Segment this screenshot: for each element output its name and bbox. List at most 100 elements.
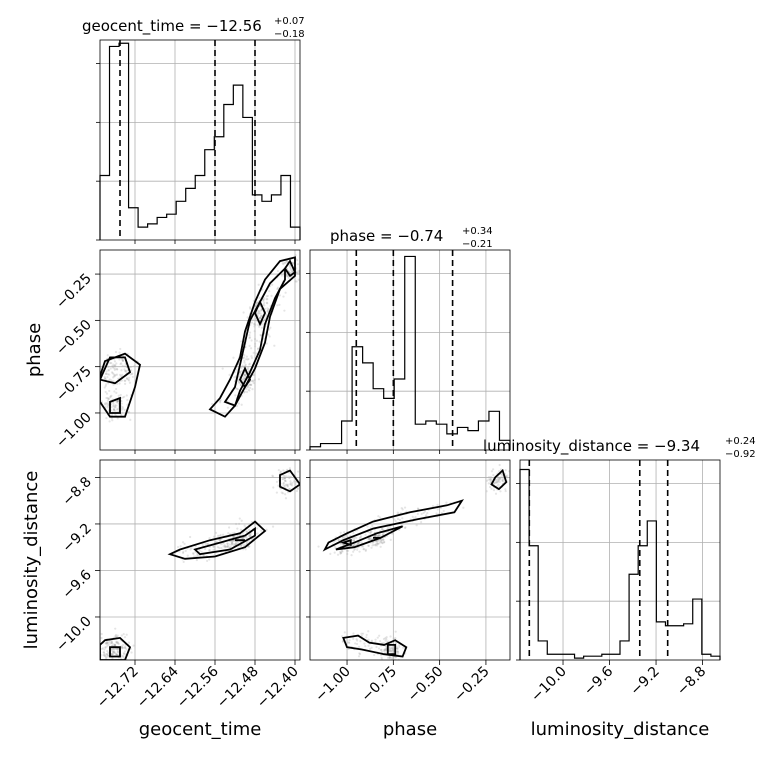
scatter-point <box>384 649 387 652</box>
scatter-point <box>130 651 133 654</box>
scatter-point <box>244 364 247 367</box>
scatter-point <box>110 394 113 397</box>
scatter-point <box>249 307 252 310</box>
scatter-point <box>214 531 218 534</box>
scatter-point <box>346 549 350 552</box>
scatter-point <box>381 528 385 531</box>
scatter-point <box>282 263 285 266</box>
scatter-point <box>378 533 381 536</box>
scatter-point <box>249 347 253 350</box>
scatter-point <box>225 545 229 548</box>
scatter-point <box>107 654 110 657</box>
scatter-point <box>231 535 235 538</box>
scatter-point <box>111 649 114 652</box>
pair-frame <box>99 249 301 451</box>
scatter-point <box>181 541 185 544</box>
contour-level <box>490 468 508 491</box>
scatter-point <box>375 540 378 543</box>
scatter-point <box>258 312 261 315</box>
scatter-point <box>283 479 287 482</box>
contour-level <box>322 499 464 552</box>
scatter-point <box>277 468 280 472</box>
scatter-point <box>378 516 382 519</box>
scatter-point <box>266 294 269 298</box>
scatter-point <box>269 326 272 329</box>
scatter-point <box>219 538 222 541</box>
contour-lines <box>100 256 297 418</box>
scatter-point <box>380 656 383 659</box>
scatter-point <box>122 652 125 655</box>
scatter-point <box>373 535 377 538</box>
scatter-point <box>262 298 265 301</box>
scatter-point <box>356 542 360 546</box>
scatter-point <box>378 542 381 545</box>
scatter-point <box>244 387 248 391</box>
scatter-point <box>102 651 105 654</box>
scatter-point <box>110 640 113 643</box>
scatter-point <box>263 304 266 307</box>
scatter-point <box>339 550 342 553</box>
x-axis-label-phase: phase <box>383 719 437 740</box>
scatter-point <box>258 316 261 320</box>
scatter-point <box>113 408 116 412</box>
y-tick-label-luminosity-distance: −8.8 <box>59 474 94 509</box>
scatter-point <box>361 545 365 548</box>
scatter-point <box>248 383 251 386</box>
scatter-point <box>113 405 117 409</box>
scatter-point <box>212 545 215 548</box>
contour-level <box>283 259 297 278</box>
scatter-point <box>389 648 392 651</box>
scatter-point <box>112 366 115 370</box>
scatter-point <box>343 535 346 539</box>
scatter-point <box>181 551 185 555</box>
scatter-point <box>228 373 231 376</box>
scatter-point <box>286 260 289 263</box>
scatter-point <box>386 656 390 659</box>
scatter-point <box>248 363 251 366</box>
scatter-point <box>244 363 247 366</box>
scatter-point <box>110 406 113 409</box>
scatter-point <box>376 534 379 538</box>
scatter-point <box>342 543 345 546</box>
scatter-point <box>112 650 115 654</box>
scatter-point <box>120 647 124 650</box>
scatter-point <box>100 647 103 651</box>
scatter-point <box>105 396 108 400</box>
scatter-point <box>124 370 127 373</box>
scatter-point <box>379 540 382 544</box>
scatter-point <box>489 478 492 481</box>
scatter-point <box>230 541 234 545</box>
scatter-point <box>291 270 294 273</box>
scatter-point <box>380 658 383 660</box>
scatter-point <box>371 541 374 544</box>
scatter-point <box>239 383 243 386</box>
scatter-point <box>397 651 400 654</box>
scatter-point <box>240 366 243 370</box>
scatter-point <box>238 373 242 376</box>
scatter-point <box>497 480 500 484</box>
scatter-point <box>236 527 239 530</box>
scatter-point <box>106 396 109 400</box>
scatter-point <box>357 655 361 658</box>
scatter-point <box>251 388 254 391</box>
scatter-point <box>282 478 285 481</box>
scatter-point <box>239 544 243 547</box>
scatter-point <box>219 543 223 546</box>
scatter-point <box>208 549 211 552</box>
scatter-point <box>247 388 250 391</box>
y-axis-label-phase: phase <box>24 323 45 377</box>
scatter-point <box>244 358 248 361</box>
scatter-point <box>122 655 125 658</box>
scatter-point <box>120 402 123 405</box>
scatter-point <box>256 347 260 350</box>
scatter-point <box>282 474 285 477</box>
scatter-point <box>111 652 114 655</box>
scatter-point <box>113 409 117 413</box>
scatter-point <box>487 478 490 481</box>
scatter-point <box>383 661 385 663</box>
scatter-point <box>243 373 246 376</box>
scatter-point <box>249 534 252 538</box>
scatter-point <box>252 373 255 377</box>
scatter-point <box>248 535 251 538</box>
scatter-point <box>247 385 250 389</box>
